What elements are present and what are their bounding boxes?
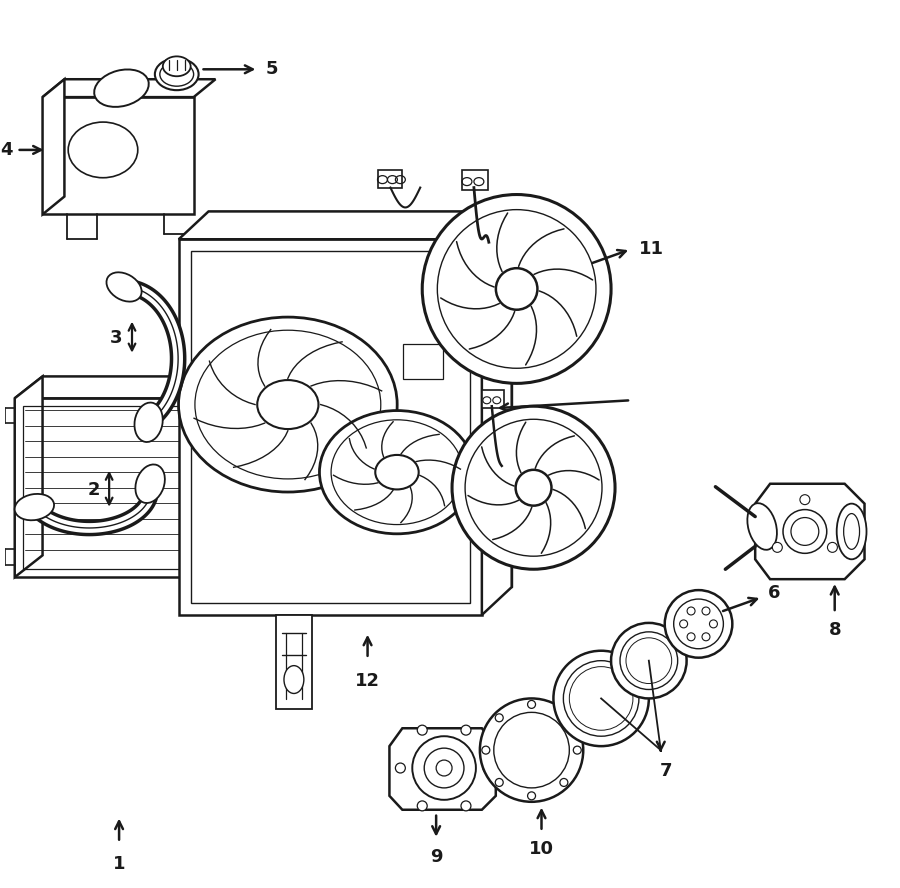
Text: 9: 9	[430, 847, 443, 866]
Polygon shape	[209, 211, 512, 587]
Polygon shape	[42, 79, 65, 214]
Bar	[403, 345, 443, 379]
Text: 3: 3	[110, 329, 122, 346]
Text: 12: 12	[356, 671, 380, 690]
Polygon shape	[42, 97, 194, 214]
Circle shape	[783, 510, 827, 553]
Text: 10: 10	[529, 839, 554, 858]
Circle shape	[452, 406, 615, 569]
Circle shape	[482, 746, 490, 754]
Circle shape	[496, 268, 537, 310]
Circle shape	[800, 495, 810, 504]
Bar	[379, 170, 402, 187]
Circle shape	[709, 620, 717, 628]
Circle shape	[395, 763, 405, 773]
Text: 1: 1	[112, 855, 125, 874]
Polygon shape	[14, 377, 276, 399]
Ellipse shape	[94, 69, 148, 107]
Circle shape	[827, 543, 837, 552]
Polygon shape	[179, 239, 482, 615]
Circle shape	[437, 210, 596, 369]
Text: 2: 2	[88, 480, 101, 499]
Circle shape	[665, 591, 733, 658]
Ellipse shape	[134, 402, 163, 442]
Circle shape	[516, 470, 552, 505]
Polygon shape	[390, 728, 496, 810]
Ellipse shape	[155, 59, 199, 91]
Polygon shape	[14, 399, 248, 577]
Circle shape	[465, 419, 602, 556]
Circle shape	[494, 712, 570, 788]
Ellipse shape	[106, 273, 141, 302]
Circle shape	[674, 599, 724, 649]
Circle shape	[480, 699, 583, 802]
Circle shape	[527, 701, 536, 709]
Ellipse shape	[320, 410, 474, 534]
Text: 6: 6	[768, 584, 780, 602]
Text: 8: 8	[828, 621, 841, 639]
Polygon shape	[179, 211, 512, 239]
Circle shape	[687, 633, 695, 641]
Bar	[276, 615, 311, 710]
Circle shape	[424, 748, 464, 788]
Circle shape	[554, 651, 649, 746]
Ellipse shape	[375, 455, 419, 489]
Ellipse shape	[135, 464, 165, 503]
Circle shape	[461, 725, 471, 735]
Ellipse shape	[837, 503, 867, 559]
Circle shape	[495, 714, 503, 722]
Circle shape	[573, 746, 581, 754]
Polygon shape	[755, 484, 865, 579]
Circle shape	[611, 622, 687, 699]
Text: 7: 7	[660, 762, 672, 780]
Circle shape	[680, 620, 688, 628]
Bar	[191, 251, 470, 603]
Text: 4: 4	[0, 141, 13, 159]
Bar	[482, 391, 504, 408]
Circle shape	[772, 543, 782, 552]
Circle shape	[702, 607, 710, 615]
Text: 11: 11	[639, 240, 664, 258]
Ellipse shape	[14, 494, 54, 520]
Circle shape	[560, 714, 568, 722]
Polygon shape	[14, 377, 42, 577]
Circle shape	[418, 801, 428, 811]
Circle shape	[418, 725, 428, 735]
Ellipse shape	[257, 380, 319, 429]
Ellipse shape	[163, 56, 191, 76]
Circle shape	[483, 763, 493, 773]
Bar	[22, 406, 240, 569]
Circle shape	[422, 194, 611, 384]
Circle shape	[702, 633, 710, 641]
Circle shape	[560, 779, 568, 787]
Ellipse shape	[178, 317, 397, 492]
Ellipse shape	[284, 666, 304, 694]
Circle shape	[687, 607, 695, 615]
Circle shape	[461, 801, 471, 811]
Circle shape	[412, 736, 476, 800]
Circle shape	[436, 760, 452, 776]
Polygon shape	[42, 79, 215, 97]
Ellipse shape	[747, 503, 777, 550]
Polygon shape	[482, 211, 512, 615]
Circle shape	[495, 779, 503, 787]
Text: 5: 5	[266, 60, 278, 78]
Bar	[462, 170, 488, 189]
Circle shape	[527, 792, 536, 800]
